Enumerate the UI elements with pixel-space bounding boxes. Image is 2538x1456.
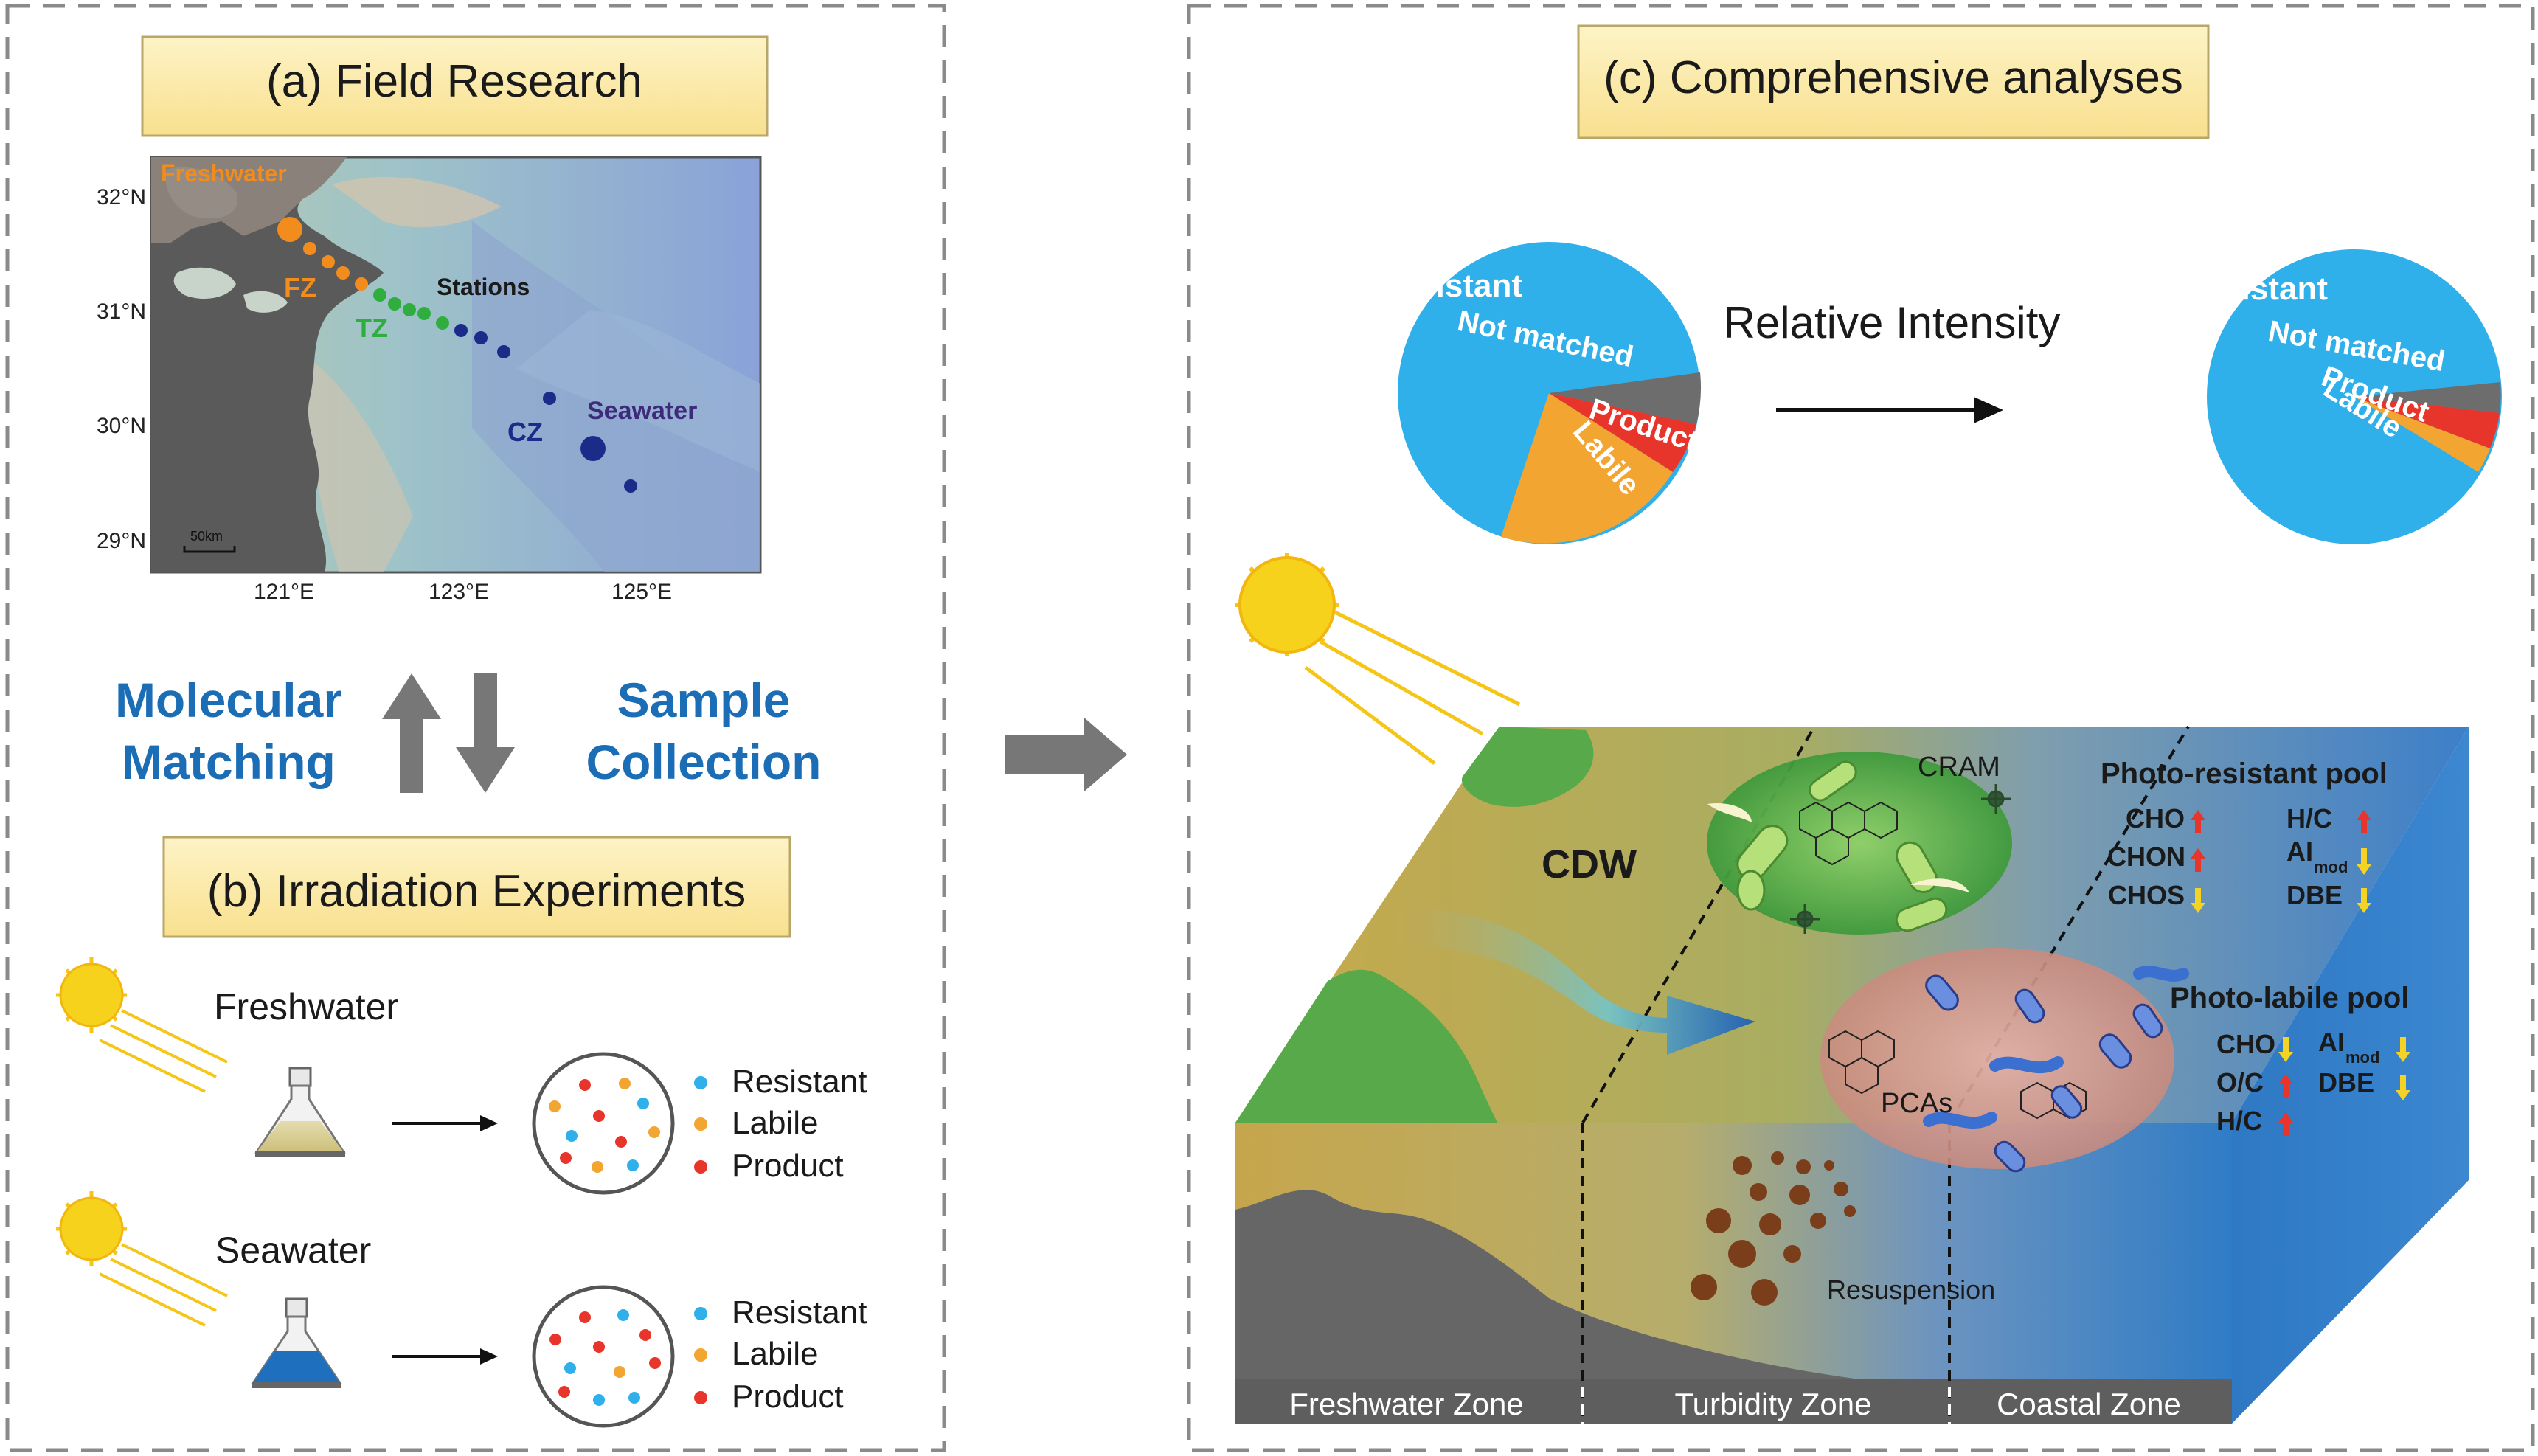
map-lon-121: 121°E [254, 580, 314, 604]
experiment-freshwater-label: Freshwater [214, 986, 398, 1027]
down-arrow-icon [2191, 888, 2205, 913]
map-lon-123: 123°E [429, 580, 489, 604]
left-panel-frame [5, 4, 946, 1452]
panel-transition-arrow [1005, 718, 1127, 791]
right-arrow [392, 1348, 498, 1365]
map-lat-31: 31°N [97, 299, 146, 324]
pie-label-resistant: Resistant [1376, 268, 1522, 304]
estuary-scene: CRAM PCAs [1235, 725, 2469, 1424]
map-label-freshwater: Freshwater [161, 160, 287, 187]
up-arrow-icon [2357, 810, 2371, 833]
photo-resistant-pool-title: Photo-resistant pool [2101, 758, 2388, 790]
up-arrow [382, 673, 441, 793]
labile-ai: AI [2318, 1027, 2345, 1057]
up-arrow-icon [2278, 1074, 2293, 1098]
pie-label-resistant: Resistant [2182, 271, 2328, 307]
sun-icon [56, 1191, 228, 1327]
pie-chart-before: Resistant Not matched Product Labile [1376, 242, 1702, 544]
legend-product: Product [732, 1379, 844, 1415]
legend-seawater: Resistant Labile Product [694, 1294, 867, 1415]
map-label-stations: Stations [437, 274, 530, 300]
relative-intensity-label: Relative Intensity [1724, 298, 2061, 347]
panel-c-title: (c) Comprehensive analyses [1603, 52, 2183, 103]
down-arrow-icon [2396, 1075, 2410, 1100]
labile-oc: O/C [2216, 1067, 2264, 1098]
down-arrow-icon [2357, 848, 2371, 875]
down-arrow [456, 673, 515, 793]
map-label-fz: FZ [284, 272, 316, 302]
map-lon-125: 125°E [611, 580, 672, 604]
resistant-dbe: DBE [2286, 880, 2343, 910]
up-arrow-icon [2278, 1112, 2293, 1136]
right-panel-frame [1187, 4, 2535, 1452]
map-lat-29: 29°N [97, 529, 146, 553]
sample-collection-label-2: Collection [586, 735, 821, 789]
study-area-map: 32°N 31°N 30°N 29°N 121°E 123°E 125°E Fr… [97, 156, 762, 604]
map-lat-32: 32°N [97, 185, 146, 209]
resistant-chon: CHON [2107, 842, 2185, 872]
labile-dbe: DBE [2318, 1067, 2374, 1098]
sample-collection-label-1: Sample [617, 673, 791, 727]
sun-icon [56, 957, 228, 1093]
panel-b-title: (b) Irradiation Experiments [207, 866, 746, 917]
panel-a-title: (a) Field Research [266, 56, 642, 107]
down-arrow-icon [2396, 1037, 2410, 1062]
legend-resistant: Resistant [732, 1294, 867, 1331]
bacteria-icons [1925, 974, 2163, 1173]
microbe-icons [1736, 760, 1948, 932]
resuspension-particles [1691, 1151, 1856, 1306]
resistant-ai: AI [2286, 836, 2313, 867]
legend-labile: Labile [732, 1336, 818, 1372]
resistant-chos: CHOS [2108, 880, 2185, 910]
legend-resistant: Resistant [732, 1064, 867, 1100]
up-arrow-icon [2191, 848, 2205, 872]
map-lat-30: 30°N [97, 414, 146, 438]
molecular-matching-label-2: Matching [122, 735, 336, 789]
cram-molecule-icon [1799, 801, 1898, 866]
zone-label-freshwater: Freshwater Zone [1289, 1387, 1523, 1421]
seawater-flask-icon [251, 1297, 342, 1388]
legend-product: Product [732, 1148, 844, 1184]
cdw-label: CDW [1542, 842, 1637, 887]
panel-c-title-box [1577, 24, 2210, 139]
station-markers [277, 217, 637, 493]
molecular-matching-label-1: Molecular [115, 673, 342, 727]
freshwater-flask-icon [254, 1067, 346, 1157]
resistant-ai-subscript: mod [2314, 858, 2348, 876]
legend-labile: Labile [732, 1105, 818, 1141]
resuspension-label: Resuspension [1827, 1275, 1995, 1305]
right-arrow [392, 1115, 498, 1131]
cram-ellipse [1707, 752, 2012, 935]
labile-hc: H/C [2216, 1106, 2262, 1136]
down-arrow-icon [2278, 1037, 2293, 1062]
experiment-seawater-label: Seawater [215, 1230, 371, 1271]
sun-icon [1235, 553, 1521, 766]
panel-a-title-box [141, 35, 769, 137]
freshwater-molecule-circle [532, 1052, 675, 1195]
up-arrow-icon [2191, 810, 2205, 833]
pie-chart-after: Resistant Not matched Product Labile [2182, 249, 2502, 544]
cram-label: CRAM [1918, 752, 2000, 783]
zone-label-coastal: Coastal Zone [1997, 1387, 2181, 1421]
right-arrow [1776, 397, 2003, 423]
resistant-cho: CHO [2126, 803, 2185, 833]
photo-labile-pool-title: Photo-labile pool [2170, 982, 2409, 1014]
zone-label-turbidity: Turbidity Zone [1675, 1387, 1872, 1421]
pca-molecule-icon [1828, 1030, 2087, 1120]
labile-cho: CHO [2216, 1029, 2275, 1059]
map-label-tz: TZ [356, 313, 388, 343]
scale-bar [183, 546, 236, 553]
panel-b-title-box [162, 836, 791, 938]
resistant-hc: H/C [2286, 803, 2332, 833]
legend-freshwater: Resistant Labile Product [694, 1064, 867, 1184]
down-arrow-icon [2357, 888, 2371, 913]
map-label-cz: CZ [507, 417, 543, 447]
scale-bar-label: 50km [190, 529, 223, 544]
pcas-label: PCAs [1881, 1088, 1952, 1119]
seawater-molecule-circle [532, 1285, 675, 1428]
labile-ai-subscript: mod [2345, 1048, 2379, 1067]
map-label-seawater: Seawater [587, 397, 697, 425]
flow-arrow [1387, 907, 1755, 1055]
